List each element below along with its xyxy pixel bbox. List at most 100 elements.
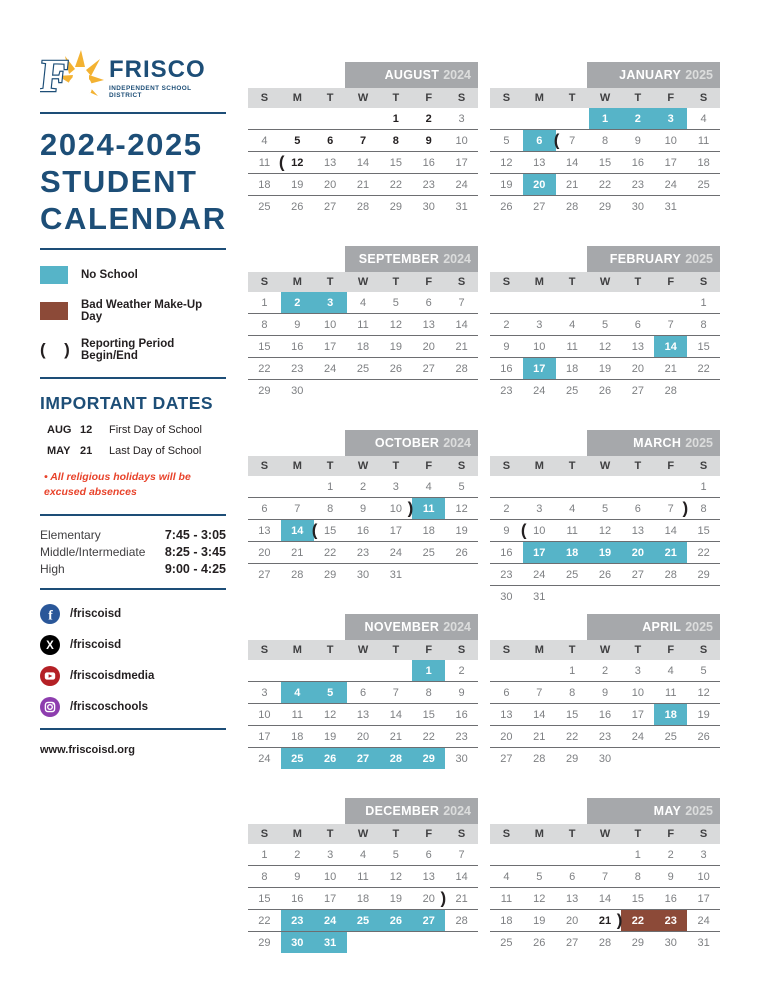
day-cell: 18	[490, 910, 523, 931]
month-header: FEBRUARY 2025	[490, 246, 720, 272]
day-number: 18	[356, 892, 370, 905]
day-number: 15	[697, 524, 710, 537]
day-cell: 23	[621, 174, 654, 195]
day-number: 18	[697, 156, 710, 169]
date-label: Last Day of School	[109, 444, 202, 457]
important-date-row: MAY 21 Last Day of School	[40, 445, 226, 457]
day-cell: 27	[412, 358, 445, 379]
day-number: 7	[667, 502, 674, 515]
day-number: 30	[455, 752, 468, 765]
day-cell: 6	[347, 682, 380, 703]
day-cell	[621, 476, 654, 497]
day-cell: 15	[687, 520, 720, 541]
weekday-header: T	[568, 460, 576, 472]
day-cell	[412, 932, 445, 953]
day-number: 7	[569, 134, 576, 147]
bell-schedule: Elementary 7:45 - 3:05 Middle/Intermedia…	[40, 528, 226, 576]
day-cell-no-school: 1	[588, 108, 622, 129]
day-number: 19	[533, 914, 546, 927]
day-cell: 23	[490, 380, 523, 401]
day-number: 31	[455, 200, 468, 213]
day-number: 22	[631, 914, 644, 927]
facebook-icon: f	[40, 604, 60, 624]
day-number: 24	[324, 914, 337, 927]
weekday-header: S	[502, 644, 511, 656]
day-number: 17	[533, 362, 546, 375]
month-header-bar: MARCH 2025	[586, 430, 720, 456]
week-row: 6 7 8 9 10 11 12	[490, 681, 720, 703]
day-cell: 5	[445, 476, 478, 497]
week-row: 11 12 13 14 15 16 17	[490, 887, 720, 909]
week-row: 23 24 25 26 27 28 29	[490, 563, 720, 585]
day-number: 21	[455, 340, 468, 353]
day-cell	[347, 108, 380, 129]
day-number: 16	[500, 362, 513, 375]
day-number: 2	[294, 848, 301, 861]
day-number: 13	[566, 892, 579, 905]
day-cell: 2	[490, 314, 523, 335]
week-row: 26 27 28 29 30 31	[490, 195, 720, 217]
day-cell: 13	[523, 152, 556, 173]
day-number: 6	[634, 502, 641, 515]
day-number: 2	[294, 296, 301, 309]
day-number: 15	[258, 892, 271, 905]
day-number: 8	[425, 686, 432, 699]
weekday-header: S	[502, 828, 511, 840]
day-number: 25	[697, 178, 710, 191]
week-row: 11 (12 13 14 15 16 17	[248, 151, 478, 173]
day-number: 16	[291, 340, 304, 353]
day-cell: 9	[281, 314, 314, 335]
day-cell: 2	[412, 108, 445, 129]
day-cell: 3	[523, 314, 556, 335]
day-number: 5	[601, 502, 609, 515]
legend-label: Reporting Period Begin/End	[81, 337, 175, 362]
social-handle: /friscoisdmedia	[70, 670, 155, 682]
day-cell: 30	[621, 196, 654, 217]
day-cell: 6	[412, 292, 445, 313]
month-name: MARCH	[633, 436, 682, 450]
day-cell: 8	[412, 682, 445, 703]
day-cell: 31	[687, 932, 720, 953]
day-number: 9	[503, 524, 510, 537]
day-cell: 8	[248, 866, 281, 887]
week-row: 19 20 21 22 23 24 25	[490, 173, 720, 195]
day-number: 14	[455, 318, 468, 331]
month-name: MAY	[653, 804, 682, 818]
day-cell: 4	[412, 476, 445, 497]
day-cell: 18	[347, 336, 380, 357]
day-cell: 30	[490, 586, 523, 607]
day-number: 8	[261, 318, 268, 331]
day-cell: 25	[248, 196, 281, 217]
day-number: 10	[324, 870, 337, 883]
weekday-header: F	[425, 644, 433, 656]
day-cell: 28	[654, 564, 687, 585]
month-november-2024: NOVEMBER 2024 S M T W T F S 1 2 3 4 5 6 7 8 9 10 11 12 13 14 15…	[248, 614, 478, 798]
month-august-2024: AUGUST 2024 S M T W T F S 1 2 3 4 5 6 7 8 9 10 11(12 13 14 15 1…	[248, 62, 478, 246]
week-row: 1 2 3 4 5 6 7	[248, 844, 478, 865]
day-number: 28	[291, 568, 304, 581]
day-number: 11	[665, 686, 677, 699]
day-cell: 2	[347, 476, 380, 497]
day-number: 3	[261, 686, 268, 699]
day-cell: 31	[523, 586, 556, 607]
day-number: 25	[291, 752, 304, 765]
reporting-period-close-paren: )	[682, 498, 689, 518]
day-cell: 22	[248, 358, 281, 379]
day-cell	[314, 660, 347, 681]
day-cell: 27	[314, 196, 347, 217]
day-cell	[248, 108, 281, 129]
day-cell: (15	[312, 520, 347, 541]
day-cell: 15	[248, 888, 281, 909]
day-number: 1	[569, 664, 576, 677]
day-cell: 21	[379, 726, 412, 747]
day-number: 16	[631, 156, 644, 169]
day-cell: 3	[445, 108, 478, 129]
day-number: 18	[356, 340, 370, 353]
day-cell: 10	[687, 866, 720, 887]
day-cell: 18	[248, 174, 281, 195]
day-number: 5	[503, 134, 510, 147]
weekday-header: S	[457, 276, 466, 288]
day-number: 26	[291, 200, 304, 213]
weekday-header: M	[292, 92, 302, 104]
